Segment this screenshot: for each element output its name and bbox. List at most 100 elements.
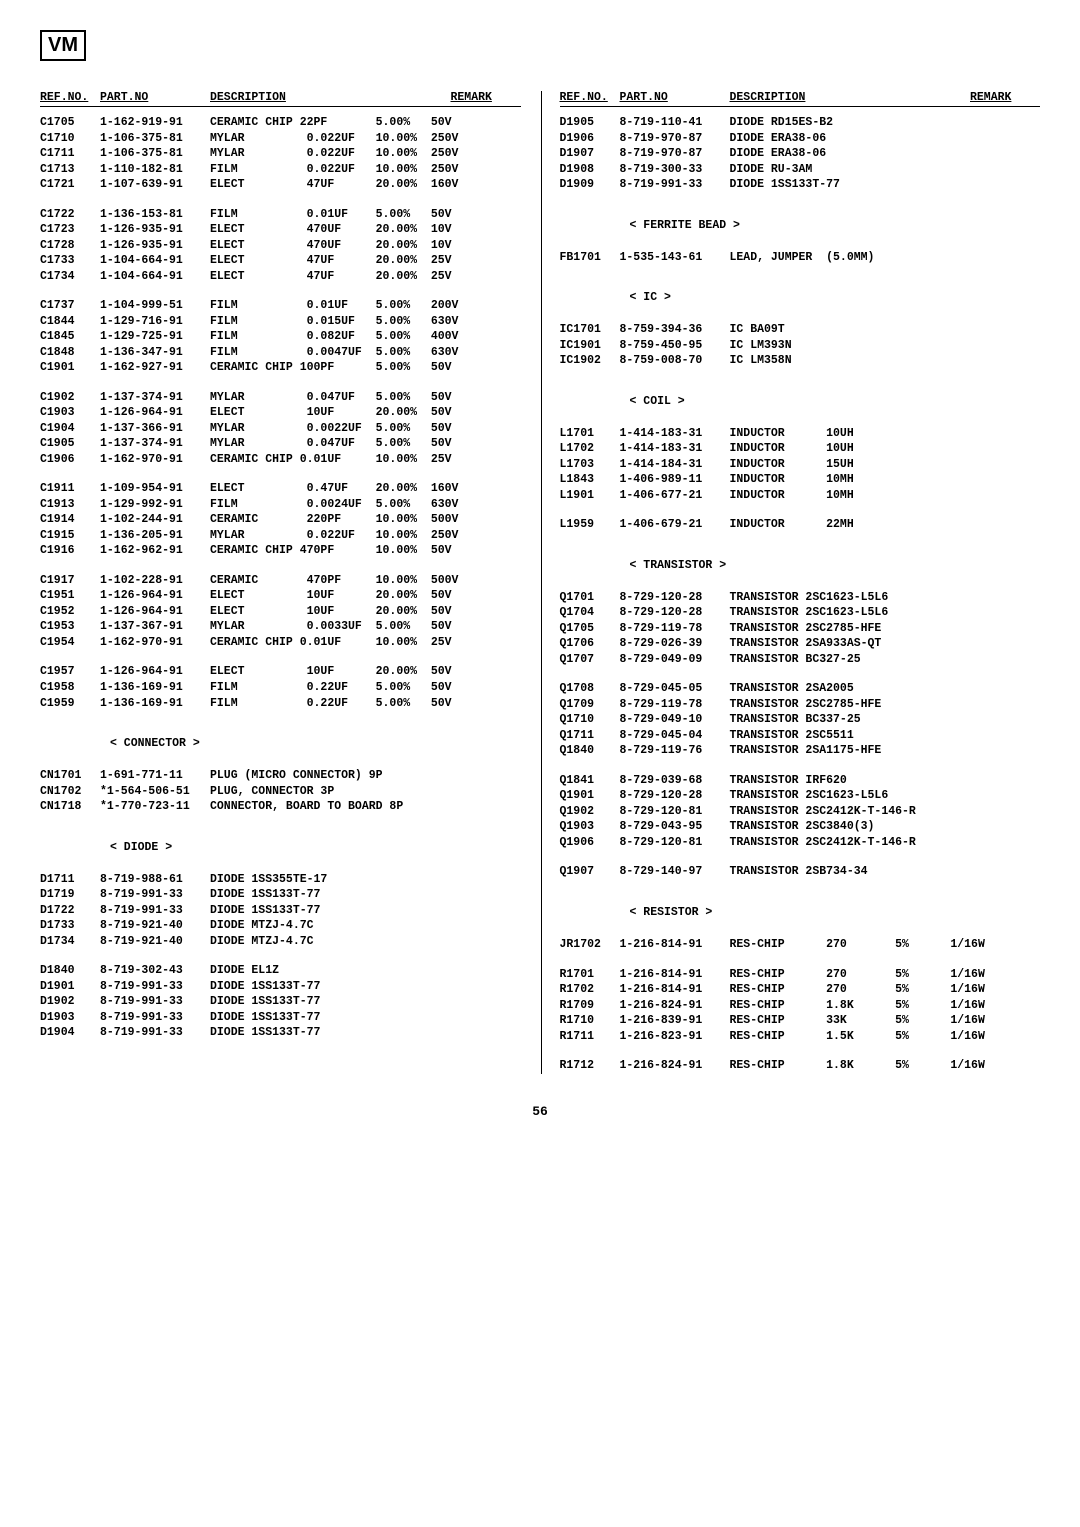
spacer	[560, 880, 1041, 894]
part-no: 1-216-814-91	[620, 937, 730, 953]
part-no: 8-729-043-95	[620, 819, 730, 835]
part-row: Q17098-729-119-78TRANSISTOR 2SC2785-HFE	[560, 697, 1041, 713]
part-no: 1-102-228-91	[100, 573, 210, 589]
part-row: Q17058-729-119-78TRANSISTOR 2SC2785-HFE	[560, 621, 1041, 637]
part-row: C19111-109-954-91ELECT 0.47UF 20.00% 160…	[40, 481, 521, 497]
part-row: C19541-162-970-91CERAMIC CHIP 0.01UF 10.…	[40, 635, 521, 651]
part-row: C19131-129-992-91FILM 0.0024UF 5.00% 630…	[40, 497, 521, 513]
part-row: C19581-136-169-91FILM 0.22UF 5.00% 50V	[40, 680, 521, 696]
ref-no: L1843	[560, 472, 620, 488]
part-no: 1-216-823-91	[620, 1029, 730, 1045]
part-row: Q18408-729-119-76TRANSISTOR 2SA1175-HFE	[560, 743, 1041, 759]
part-no: 8-729-119-76	[620, 743, 730, 759]
spacer	[40, 949, 521, 963]
description: TRANSISTOR 2SC2412K-T-146-R	[730, 804, 1041, 820]
part-no: 1-104-999-51	[100, 298, 210, 314]
part-no: 1-126-964-91	[100, 588, 210, 604]
description: TRANSISTOR 2SB734-34	[730, 864, 1041, 880]
part-no: 1-126-964-91	[100, 664, 210, 680]
spacer	[560, 923, 1041, 937]
spacer	[40, 559, 521, 573]
part-no: 1-102-244-91	[100, 512, 210, 528]
hdr-part: PART.NO	[100, 91, 210, 104]
ref-no: C1711	[40, 146, 100, 162]
part-row: IC19028-759-008-70IC LM358N	[560, 353, 1041, 369]
part-row: C19591-136-169-91FILM 0.22UF 5.00% 50V	[40, 696, 521, 712]
part-no: 8-729-120-81	[620, 804, 730, 820]
part-no: 8-719-302-43	[100, 963, 210, 979]
logo: VM	[40, 30, 86, 61]
description: DIODE 1SS133T-77	[210, 887, 521, 903]
part-no: 8-729-119-78	[620, 697, 730, 713]
part-row: CN1702*1-564-506-51PLUG, CONNECTOR 3P	[40, 784, 521, 800]
ref-no: Q1906	[560, 835, 620, 851]
part-no: 8-719-991-33	[100, 903, 210, 919]
part-no: 1-137-374-91	[100, 390, 210, 406]
part-no: 1-162-970-91	[100, 452, 210, 468]
ref-no: Q1705	[560, 621, 620, 637]
description: MYLAR 0.022UF 10.00% 250V	[210, 146, 521, 162]
part-no: 8-729-039-68	[620, 773, 730, 789]
description: INDUCTOR 10MH	[730, 488, 1041, 504]
part-row: D19078-719-970-87DIODE ERA38-06	[560, 146, 1041, 162]
description: TRANSISTOR 2SC1623-L5L6	[730, 605, 1041, 621]
description: DIODE RD15ES-B2	[730, 115, 1041, 131]
description: FILM 0.0024UF 5.00% 630V	[210, 497, 521, 513]
part-no: 8-729-026-39	[620, 636, 730, 652]
ref-no: C1728	[40, 238, 100, 254]
part-no: 1-104-664-91	[100, 253, 210, 269]
ref-no: D1907	[560, 146, 620, 162]
part-row: L18431-406-989-11INDUCTOR 10MH	[560, 472, 1041, 488]
description: INDUCTOR 10UH	[730, 426, 1041, 442]
description: DIODE 1SS133T-77	[210, 994, 521, 1010]
part-row: D17118-719-988-61DIODE 1SS355TE-17	[40, 872, 521, 888]
part-no: 1-162-919-91	[100, 115, 210, 131]
part-row: Q17048-729-120-28TRANSISTOR 2SC1623-L5L6	[560, 605, 1041, 621]
ref-no: D1906	[560, 131, 620, 147]
part-row: D19068-719-970-87DIODE ERA38-06	[560, 131, 1041, 147]
ref-no: L1959	[560, 517, 620, 533]
part-row: D17198-719-991-33DIODE 1SS133T-77	[40, 887, 521, 903]
description: ELECT 0.47UF 20.00% 160V	[210, 481, 521, 497]
part-no: 1-216-839-91	[620, 1013, 730, 1029]
description: ELECT 10UF 20.00% 50V	[210, 405, 521, 421]
description: PLUG (MICRO CONNECTOR) 9P	[210, 768, 521, 784]
ref-no: Q1710	[560, 712, 620, 728]
description: MYLAR 0.022UF 10.00% 250V	[210, 528, 521, 544]
part-no: 1-136-169-91	[100, 680, 210, 696]
ref-no: C1959	[40, 696, 100, 712]
description: TRANSISTOR 2SA2005	[730, 681, 1041, 697]
description: DIODE 1SS355TE-17	[210, 872, 521, 888]
description: DIODE ERA38-06	[730, 146, 1041, 162]
part-row: C19531-137-367-91MYLAR 0.0033UF 5.00% 50…	[40, 619, 521, 635]
spacer	[560, 576, 1041, 590]
part-row: C17341-104-664-91ELECT 47UF 20.00% 25V	[40, 269, 521, 285]
part-row: D19058-719-110-41DIODE RD15ES-B2	[560, 115, 1041, 131]
spacer	[560, 503, 1041, 517]
description: ELECT 47UF 20.00% 25V	[210, 269, 521, 285]
description: CERAMIC CHIP 0.01UF 10.00% 25V	[210, 452, 521, 468]
part-row: D19088-719-300-33DIODE RU-3AM	[560, 162, 1041, 178]
ref-no: Q1907	[560, 864, 620, 880]
ref-no: L1701	[560, 426, 620, 442]
description: DIODE MTZJ-4.7C	[210, 934, 521, 950]
ref-no: D1902	[40, 994, 100, 1010]
description: FILM 0.22UF 5.00% 50V	[210, 680, 521, 696]
ref-no: R1709	[560, 998, 620, 1014]
ref-no: R1701	[560, 967, 620, 983]
part-row: C19141-102-244-91CERAMIC 220PF 10.00% 50…	[40, 512, 521, 528]
part-no: 8-759-450-95	[620, 338, 730, 354]
hdr-ref: REF.NO.	[40, 91, 100, 104]
ref-no: C1917	[40, 573, 100, 589]
part-row: IC17018-759-394-36IC BA09T	[560, 322, 1041, 338]
part-row: Q19028-729-120-81TRANSISTOR 2SC2412K-T-1…	[560, 804, 1041, 820]
part-row: C17101-106-375-81MYLAR 0.022UF 10.00% 25…	[40, 131, 521, 147]
right-column: REF.NO. PART.NO DESCRIPTION REMARK D1905…	[541, 91, 1041, 1074]
page-number: 56	[40, 1104, 1040, 1119]
spacer	[560, 308, 1041, 322]
ref-no: C1951	[40, 588, 100, 604]
part-row: R17011-216-814-91RES-CHIP 270 5% 1/16W	[560, 967, 1041, 983]
ref-no: C1958	[40, 680, 100, 696]
description: MYLAR 0.0022UF 5.00% 50V	[210, 421, 521, 437]
description: ELECT 10UF 20.00% 50V	[210, 604, 521, 620]
